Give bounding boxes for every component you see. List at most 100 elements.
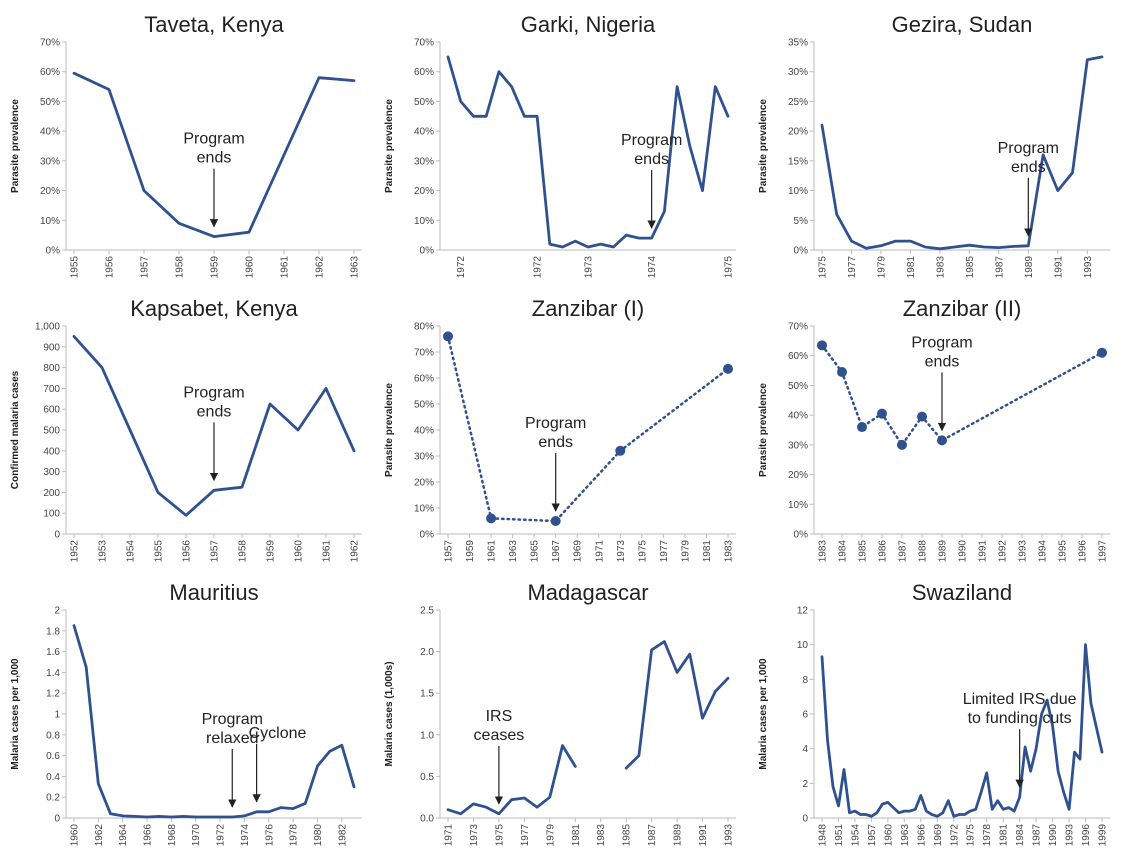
chart-panel: Zanzibar (I) Parasite prevalence 0% 10% 20% 3… xyxy=(384,296,736,562)
x-tick-label: 1951 xyxy=(834,824,845,847)
y-tick-label: 0 xyxy=(802,814,808,825)
x-tick-label: 1962 xyxy=(94,824,105,847)
annotation-text: Program xyxy=(183,131,244,148)
y-tick-label: 1,000 xyxy=(35,322,60,333)
annotation-text: IRS xyxy=(486,708,513,725)
x-tick-label: 1985 xyxy=(858,540,869,563)
x-tick-label: 1996 xyxy=(1081,824,1092,847)
x-tick-label: 1962 xyxy=(315,256,326,279)
annotation-text: ends xyxy=(925,353,960,370)
x-tick-label: 1992 xyxy=(998,540,1009,563)
chart-title: Gezira, Sudan xyxy=(892,12,1033,37)
y-axis-title: Confirmed malaria cases xyxy=(10,370,21,489)
y-tick-label: 70% xyxy=(414,348,434,359)
x-tick-label: 1974 xyxy=(647,256,658,279)
x-tick-label: 1991 xyxy=(698,824,709,847)
y-tick-label: 40% xyxy=(414,426,434,437)
chart-panel: Madagascar Malaria cases (1,000s) 0.0 0.5 1.… xyxy=(384,580,736,846)
x-tick-label: 1991 xyxy=(978,540,989,563)
y-tick-label: 35% xyxy=(788,38,808,49)
chart-title: Garki, Nigeria xyxy=(521,12,656,37)
y-tick-label: 12 xyxy=(797,606,809,617)
y-tick-label: 500 xyxy=(43,426,60,437)
y-tick-label: 20% xyxy=(414,186,434,197)
chart-title: Taveta, Kenya xyxy=(144,12,284,37)
x-tick-label: 1959 xyxy=(266,540,277,563)
x-tick-label: 1971 xyxy=(444,824,455,847)
x-tick-label: 1987 xyxy=(994,256,1005,279)
x-tick-label: 1983 xyxy=(724,540,735,563)
y-axis-title: Malaria cases per 1,000 xyxy=(10,658,21,770)
y-tick-label: 10 xyxy=(797,640,809,651)
x-tick-label: 1987 xyxy=(647,824,658,847)
data-line xyxy=(72,624,356,819)
annotation-text: Program xyxy=(998,140,1059,157)
chart-title: Swaziland xyxy=(912,580,1012,605)
x-tick-label: 1963 xyxy=(900,824,911,847)
y-tick-label: 8 xyxy=(802,675,808,686)
y-tick-label: 0% xyxy=(420,530,435,541)
y-tick-label: 30% xyxy=(40,156,60,167)
y-tick-label: 2 xyxy=(54,606,60,617)
y-axis-title: Parasite prevalence xyxy=(384,383,395,477)
data-point xyxy=(837,367,847,378)
x-tick-label: 1971 xyxy=(594,540,605,563)
data-point xyxy=(917,411,927,422)
chart-title: Zanzibar (II) xyxy=(903,296,1022,321)
data-point xyxy=(1097,347,1107,358)
data-line xyxy=(820,643,1104,818)
x-tick-label: 1995 xyxy=(1058,540,1069,563)
x-tick-label: 1984 xyxy=(838,540,849,563)
y-tick-label: 40% xyxy=(414,127,434,138)
x-tick-label: 1989 xyxy=(673,824,684,847)
x-tick-label: 1957 xyxy=(210,540,221,563)
x-tick-label: 1980 xyxy=(313,824,324,847)
annotation-text: Program xyxy=(183,384,244,401)
x-tick-label: 1993 xyxy=(724,824,735,847)
x-tick-label: 1956 xyxy=(182,540,193,563)
x-tick-label: 1977 xyxy=(847,256,858,279)
x-tick-label: 1993 xyxy=(1083,256,1094,279)
x-tick-label: 1953 xyxy=(98,540,109,563)
y-tick-label: 80% xyxy=(414,322,434,333)
annotation-text: Program xyxy=(525,415,586,432)
x-tick-label: 1969 xyxy=(933,824,944,847)
data-line xyxy=(446,744,577,816)
data-line xyxy=(820,344,1104,447)
data-point xyxy=(723,363,733,374)
x-tick-label: 1975 xyxy=(818,256,829,279)
x-tick-label: 1987 xyxy=(1032,824,1043,847)
x-tick-label: 1957 xyxy=(140,256,151,279)
x-tick-label: 1955 xyxy=(70,256,81,279)
x-tick-label: 1977 xyxy=(659,540,670,563)
x-tick-label: 1961 xyxy=(487,540,498,563)
x-tick-label: 1969 xyxy=(573,540,584,563)
x-tick-label: 1979 xyxy=(545,824,556,847)
y-tick-label: 0.2 xyxy=(46,793,60,804)
y-tick-label: 70% xyxy=(414,38,434,49)
x-tick-label: 1975 xyxy=(494,824,505,847)
x-tick-label: 1997 xyxy=(1098,540,1109,563)
annotation-text: ends xyxy=(538,434,573,451)
data-point xyxy=(877,408,887,419)
y-tick-label: 300 xyxy=(43,467,60,478)
x-tick-label: 1979 xyxy=(680,540,691,563)
y-axis-title: Parasite prevalence xyxy=(758,99,769,193)
y-tick-label: 2.0 xyxy=(420,647,434,658)
y-tick-label: 1.6 xyxy=(46,647,60,658)
data-line xyxy=(446,55,730,249)
x-tick-label: 1965 xyxy=(530,540,541,563)
y-tick-label: 1.0 xyxy=(420,730,434,741)
x-tick-label: 1976 xyxy=(264,824,275,847)
y-tick-label: 30% xyxy=(414,452,434,463)
x-tick-label: 1981 xyxy=(571,824,582,847)
y-tick-label: 0% xyxy=(794,246,809,257)
y-tick-label: 0.6 xyxy=(46,751,60,762)
x-tick-label: 1963 xyxy=(350,256,361,279)
y-tick-label: 50% xyxy=(788,381,808,392)
y-tick-label: 60% xyxy=(788,351,808,362)
y-tick-label: 700 xyxy=(43,384,60,395)
x-tick-label: 1984 xyxy=(1015,824,1026,847)
y-tick-label: 0.0 xyxy=(420,814,434,825)
x-tick-label: 1973 xyxy=(469,824,480,847)
